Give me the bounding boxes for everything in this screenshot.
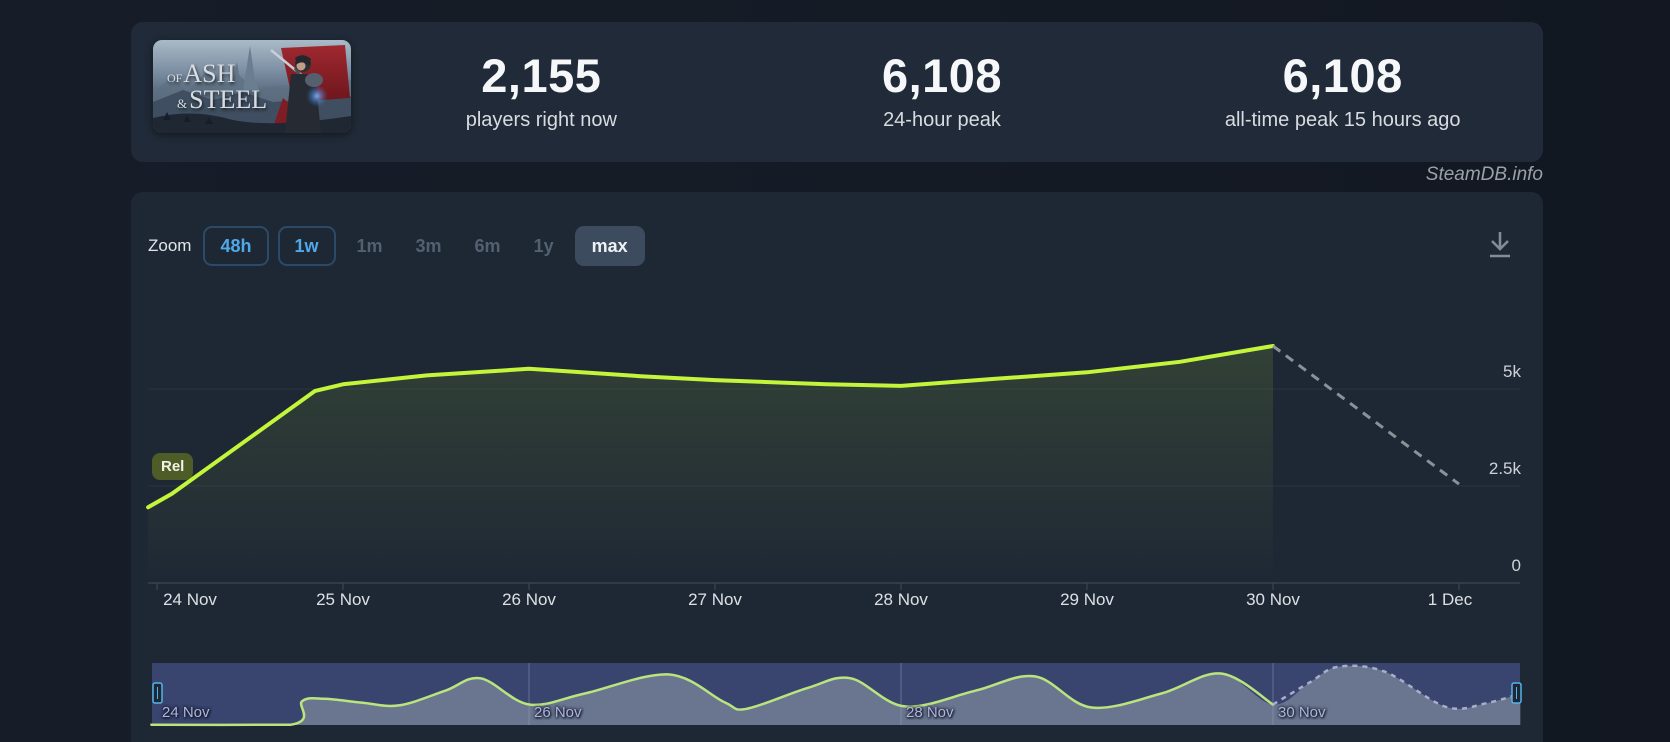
game-banner: OFASH &STEEL: [153, 40, 351, 133]
zoom-3m-button[interactable]: 3m: [404, 228, 454, 264]
navigator-line-incomplete: [1272, 664, 1521, 711]
zoom-max-button[interactable]: max: [574, 226, 645, 266]
y-axis-label: 2.5k: [1488, 459, 1521, 478]
navigator-date-label: 24 Nov: [162, 704, 210, 721]
steamdb-watermark: SteamDB.info: [1425, 164, 1543, 185]
zoom-label: Zoom: [148, 236, 192, 255]
players-line: [146, 344, 1275, 510]
stat-current-players: 2,155 players right now: [341, 22, 742, 162]
navigator-line: [150, 672, 1275, 727]
x-axis-label: 26 Nov: [502, 590, 556, 609]
y-axis-label: 5k: [1503, 362, 1521, 381]
alltime-peak-label: all-time peak 15 hours ago: [1224, 109, 1461, 131]
banner-word-steel: STEEL: [189, 85, 267, 114]
release-marker: Rel: [152, 453, 194, 480]
banner-word-amp: &: [177, 96, 187, 111]
current-players-value: 2,155: [481, 49, 602, 102]
banner-word-ash: ASH: [183, 59, 235, 88]
x-axis-label: 29 Nov: [1060, 590, 1114, 609]
x-axis-label: 27 Nov: [688, 590, 742, 609]
x-axis-label: 30 Nov: [1246, 590, 1300, 609]
navigator-date-label: 28 Nov: [906, 704, 954, 721]
navigator-date-label: 30 Nov: [1278, 704, 1326, 721]
zoom-48h-button[interactable]: 48h: [203, 226, 269, 266]
x-axis-label: 1 Dec: [1427, 590, 1473, 609]
zoom-1w-button[interactable]: 1w: [277, 226, 336, 266]
navigator-area-fill: [151, 665, 1521, 725]
download-chart-button[interactable]: [1483, 228, 1517, 264]
player-count-chart[interactable]: [131, 192, 1543, 742]
navigator-date-label: 26 Nov: [534, 704, 582, 721]
players-line-incomplete: [1272, 344, 1460, 486]
download-icon: [1490, 232, 1510, 258]
x-axis-label: 28 Nov: [874, 590, 928, 609]
current-players-label: players right now: [465, 109, 617, 131]
game-banner-art: OFASH &STEEL: [153, 40, 351, 133]
stat-24h-peak: 6,108 24-hour peak: [742, 22, 1143, 162]
zoom-1m-button[interactable]: 1m: [345, 228, 395, 264]
zoom-controls: Zoom 48h 1w 1m 3m 6m 1y max: [148, 226, 645, 266]
x-axis-label: 25 Nov: [316, 590, 370, 609]
y-axis-label: 0: [1511, 556, 1521, 575]
peak-24h-label: 24-hour peak: [883, 109, 1001, 131]
alltime-peak-value: 6,108: [1282, 49, 1403, 102]
x-axis-label: 24 Nov: [163, 590, 217, 609]
zoom-6m-button[interactable]: 6m: [463, 228, 513, 264]
svg-text:OFASH: OFASH: [167, 59, 236, 88]
stats-row: 2,155 players right now 6,108 24-hour pe…: [341, 22, 1543, 162]
game-stats-card: OFASH &STEEL 2,155 players right now 6,1…: [131, 22, 1543, 162]
stat-alltime-peak: 6,108 all-time peak 15 hours ago: [1142, 22, 1543, 162]
players-area-fill: [148, 346, 1273, 583]
player-chart-card: Zoom 48h 1w 1m 3m 6m 1y max Rel 24 Nov 25…: [131, 192, 1543, 742]
zoom-1y-button[interactable]: 1y: [522, 228, 566, 264]
peak-24h-value: 6,108: [881, 49, 1003, 102]
banner-word-of: OF: [167, 71, 183, 85]
svg-text:&STEEL: &STEEL: [177, 85, 267, 114]
